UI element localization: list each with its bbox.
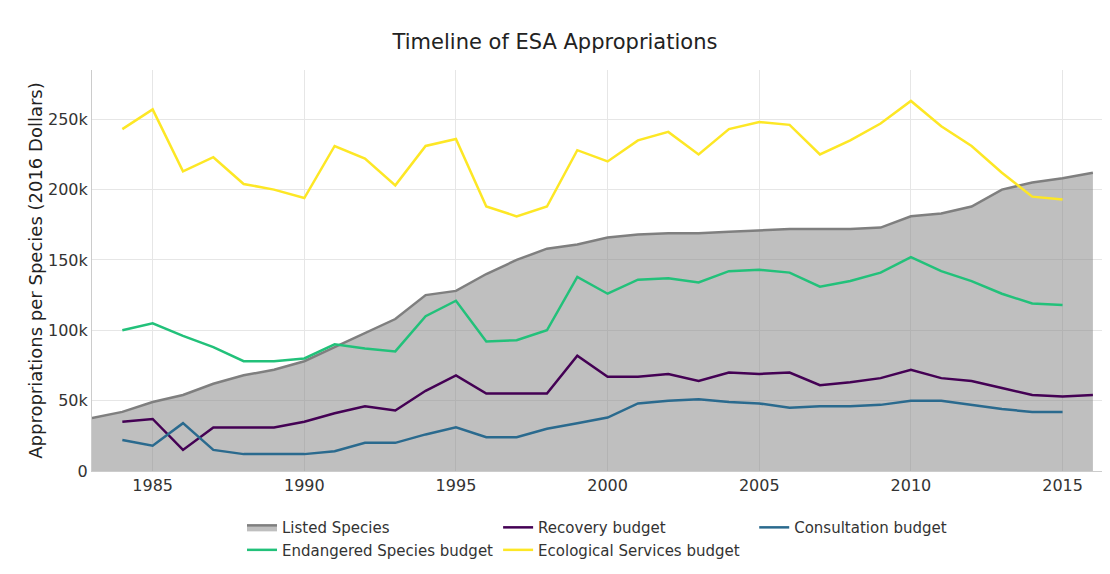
svg-text:Appropriations per Species (20: Appropriations per Species (2016 Dollars…	[25, 82, 46, 459]
svg-text:Ecological Services budget: Ecological Services budget	[538, 542, 740, 560]
svg-text:Listed Species: Listed Species	[282, 519, 390, 537]
svg-text:100k: 100k	[48, 321, 89, 340]
svg-text:2010: 2010	[891, 476, 932, 495]
svg-text:150k: 150k	[48, 251, 89, 270]
svg-text:Timeline of ESA Appropriations: Timeline of ESA Appropriations	[392, 30, 718, 54]
svg-text:2005: 2005	[739, 476, 780, 495]
svg-text:Consultation budget: Consultation budget	[794, 519, 947, 537]
svg-text:50k: 50k	[58, 391, 88, 410]
svg-text:0: 0	[78, 462, 88, 481]
svg-text:250k: 250k	[48, 110, 89, 129]
svg-text:200k: 200k	[48, 180, 89, 199]
svg-text:Recovery budget: Recovery budget	[538, 519, 666, 537]
svg-text:2000: 2000	[587, 476, 628, 495]
svg-text:Endangered Species budget: Endangered Species budget	[282, 542, 493, 560]
svg-text:1990: 1990	[284, 476, 325, 495]
svg-text:2015: 2015	[1042, 476, 1083, 495]
svg-text:1985: 1985	[132, 476, 173, 495]
svg-text:1995: 1995	[436, 476, 477, 495]
